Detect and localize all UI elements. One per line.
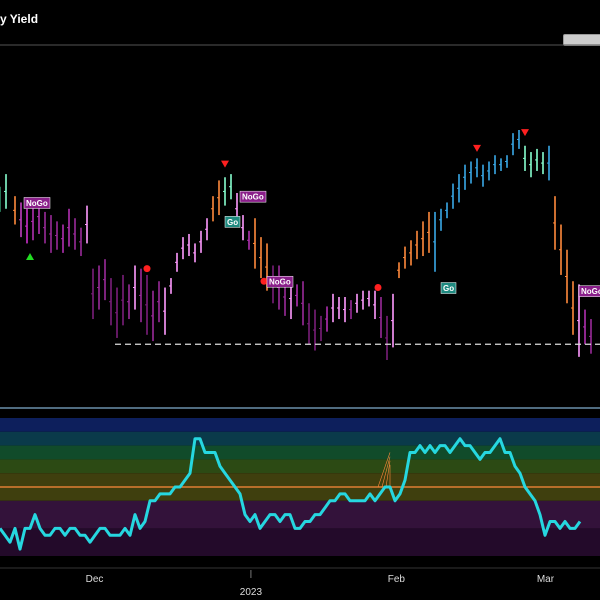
oscillator-band [0,445,600,460]
signal-label-text: NoGo [269,278,291,287]
oscillator-band [0,418,600,432]
sell-signal-marker [521,129,529,137]
chart-title: y Yield [0,12,39,26]
oscillator-hatch [377,452,391,488]
sell-signal-marker [221,160,229,168]
oscillator-band [0,459,600,474]
oscillator-hatch [385,460,391,488]
signal-label-text: NoGo [581,287,600,296]
signal-label-box [266,275,294,288]
oscillator-band [0,500,600,529]
buy-signal-marker [26,253,34,261]
signal-label-box [239,190,267,203]
oscillator-line [0,437,582,551]
signal-dot [260,277,268,285]
oscillator-band [0,528,600,556]
signal-label-text: NoGo [242,193,264,202]
x-axis-tick-label: Dec [86,574,104,585]
x-axis-tick-label: Mar [537,574,555,585]
signal-label-box [23,197,51,209]
signal-dot [374,284,382,292]
signal-dot [143,265,151,273]
signal-label-box [578,285,600,297]
x-axis-year-label: 2023 [240,587,263,598]
sell-signal-marker [473,144,481,152]
signal-label-box [440,282,457,294]
signal-label-text: Go [227,218,238,227]
oscillator-hatch [381,456,391,488]
signal-label-text: Go [443,284,454,293]
oscillator-band [0,431,600,446]
x-axis-tick-label: Feb [388,574,406,585]
signal-label-box [224,216,241,228]
signal-label-text: NoGo [26,199,48,208]
